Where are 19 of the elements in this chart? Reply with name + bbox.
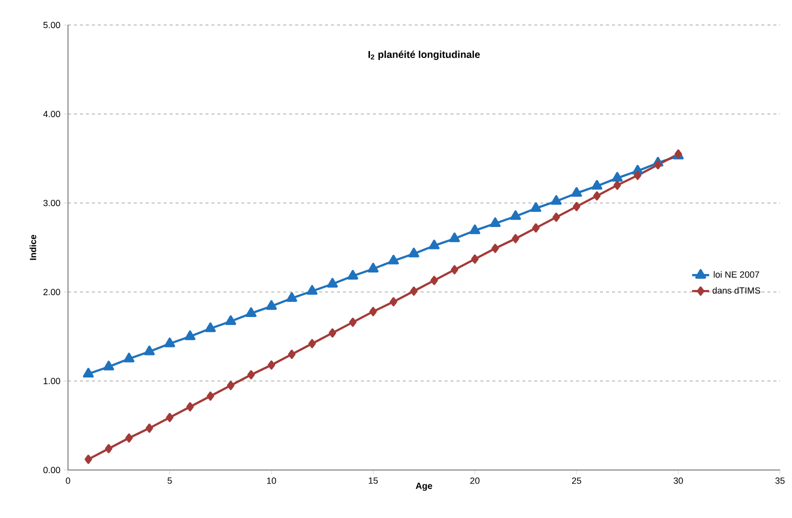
y-tick-label: 0.00 — [43, 466, 60, 474]
x-axis-title: Age — [416, 482, 432, 491]
x-tick-label: 20 — [470, 478, 480, 484]
x-tick-label: 30 — [674, 478, 683, 484]
text: I$_{2}$ planéité longitudinale — [368, 50, 480, 60]
y-tick-label: 2.00 — [43, 288, 60, 296]
y-tick-label: 5.00 — [43, 22, 60, 28]
x-tick-label: 15 — [368, 478, 378, 484]
y-tick-label: 1.00 — [44, 378, 60, 384]
y-tick-label: 3.00 — [43, 200, 60, 206]
x-tick-label: 0 — [66, 478, 70, 484]
legend-label: loi NE 2007 — [714, 271, 760, 278]
x-tick-label: 35 — [775, 478, 785, 484]
y-axis-title: Indice — [30, 234, 36, 260]
y-tick-label: 4.00 — [43, 110, 60, 118]
x-tick-label: 10 — [267, 478, 276, 484]
x-tick-label: 5 — [168, 478, 172, 484]
x-tick-label: 25 — [572, 478, 582, 484]
legend-label: dans dTIMS — [712, 287, 760, 294]
